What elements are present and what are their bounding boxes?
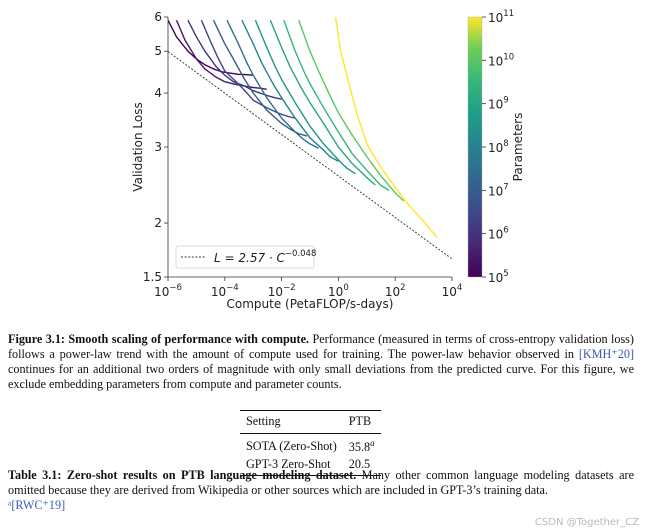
colorbar-tick-label: 105 <box>488 269 509 285</box>
x-tick-label: 104 <box>442 283 463 299</box>
colorbar-tick-label: 108 <box>488 139 509 155</box>
table-caption-text: Many other common language modeling data… <box>8 468 635 497</box>
series-line-model-3e5 <box>175 19 267 90</box>
colorbar-tick-label: 1011 <box>488 9 514 25</box>
figure-caption-text-1: Performance (measured in terms of cross-… <box>8 332 634 361</box>
footnote-citation[interactable]: ᵃ[RWC⁺19] <box>8 498 66 512</box>
row-value: 20.5 <box>348 457 371 472</box>
series-line-model-1e6 <box>187 19 282 100</box>
figure-caption: Figure 3.1: Smooth scaling of performanc… <box>8 332 634 392</box>
table-title: Zero-shot results on PTB language modeli… <box>66 468 357 482</box>
axes-layer: 10−6 10−4 10−2 100 102 104 1.5 2 3 4 5 6 <box>143 10 462 299</box>
legend-label: L = 2.57 · C−0.048 <box>214 249 316 265</box>
series-line-model-3e7 <box>226 19 319 149</box>
y-tick-label: 6 <box>154 10 162 24</box>
series-line-model-1.75e11 <box>334 17 438 239</box>
table-row: GPT-3 Zero-Shot 20.5 <box>240 456 381 476</box>
table-caption: Table 3.1: Zero-shot results on PTB lang… <box>8 468 634 513</box>
header-setting: Setting <box>246 414 281 428</box>
y-tick-label: 3 <box>154 140 162 154</box>
x-tick-label: 10−2 <box>268 283 296 299</box>
row-setting: SOTA (Zero-Shot) <box>246 439 337 454</box>
power-law-fit-line <box>168 51 452 260</box>
fit-layer <box>168 51 452 260</box>
chart-legend: L = 2.57 · C−0.048 <box>175 245 316 269</box>
x-axis-label: Compute (PetaFLOP/s-days) <box>227 297 394 311</box>
row-value: 35.8a <box>348 438 375 455</box>
x-tick-label: 10−6 <box>154 283 182 299</box>
colorbar-tick-label: 1010 <box>488 52 514 68</box>
y-tick-label: 2 <box>154 216 162 230</box>
colorbar-tick-label: 107 <box>488 182 509 198</box>
ptb-results-table: Setting PTB SOTA (Zero-Shot) 35.8a GPT-3… <box>240 410 381 476</box>
series-line-model-3e8 <box>254 19 356 175</box>
y-axis-label: Validation Loss <box>131 102 145 191</box>
row-setting: GPT-3 Zero-Shot <box>246 457 331 472</box>
series-line-model-1e8 <box>241 19 339 162</box>
series-line-model-1e9 <box>269 19 376 186</box>
y-tick-label: 4 <box>154 86 162 100</box>
legend-box <box>175 245 315 269</box>
figure-title: Smooth scaling of performance with compu… <box>68 332 310 346</box>
figure-label: Figure 3.1: <box>8 332 65 346</box>
colorbar <box>467 16 483 278</box>
x-tick-label: 10−4 <box>211 283 239 299</box>
colorbar-label: Parameters <box>511 113 525 182</box>
table-label: Table 3.1: <box>8 468 62 482</box>
figure-caption-text-2: continues for an additional two orders o… <box>8 362 634 391</box>
colorbar-ticks: 105 106 107 108 109 1010 1011 <box>482 9 514 285</box>
x-tick-label: 100 <box>328 283 349 299</box>
header-ptb: PTB <box>348 414 372 428</box>
citation-kmh20[interactable]: [KMH⁺20] <box>578 347 635 361</box>
watermark: CSDN @Together_CZ <box>534 517 639 528</box>
series-line-model-3e9 <box>283 19 390 191</box>
y-tick-label: 1.5 <box>143 270 162 284</box>
series-line-model-1e10 <box>298 19 405 202</box>
y-tick-label: 5 <box>154 44 162 58</box>
x-tick-label: 102 <box>385 283 406 299</box>
colorbar-tick-label: 106 <box>488 226 509 242</box>
table-row: SOTA (Zero-Shot) 35.8a <box>240 434 381 457</box>
series-line-model-3e6 <box>200 19 296 119</box>
colorbar-tick-label: 109 <box>488 96 509 112</box>
table-header-row: Setting PTB <box>240 410 381 434</box>
scaling-chart: 10−6 10−4 10−2 100 102 104 1.5 2 3 4 5 6 L = 2.57 ·… <box>131 9 525 311</box>
series-layer <box>168 17 438 239</box>
